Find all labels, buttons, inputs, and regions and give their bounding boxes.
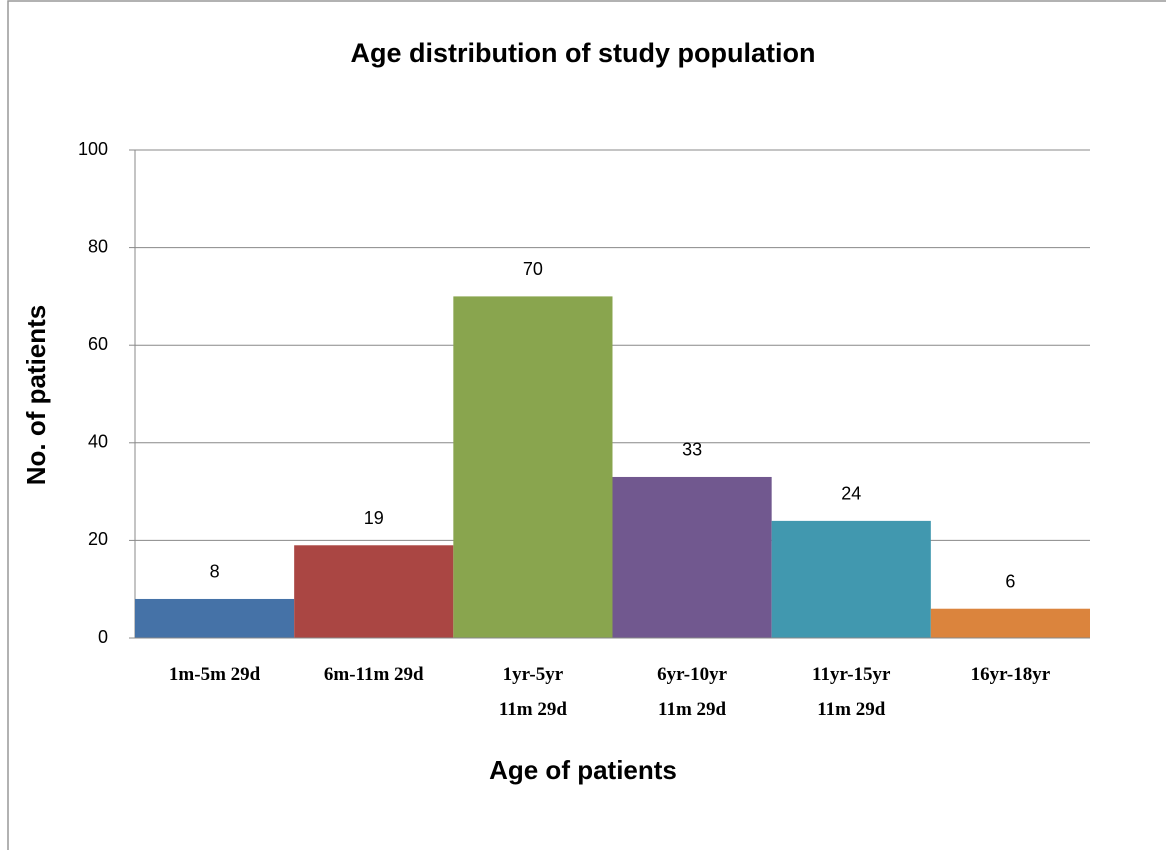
x-tick-label: 6m-11m 29d [324,664,424,685]
value-label: 19 [364,508,384,528]
bar [453,296,613,638]
x-tick-label-line: 1yr-5yr [503,664,564,685]
x-tick-label-line: 11m 29d [658,699,727,720]
x-tick-label-line: 11yr-15yr [812,664,891,685]
y-tick-label: 80 [88,236,108,256]
bar [930,608,1090,638]
x-tick-label: 1yr-5yr 11m 29d [499,664,568,720]
value-label: 6 [1005,571,1015,591]
chart-title: Age distribution of study population [351,38,816,68]
bar [135,598,295,638]
value-label: 70 [523,259,543,279]
y-axis-label: No. of patients [21,305,51,486]
x-tick-label-line: 16yr-18yr [971,664,1051,685]
chart-frame [7,0,1166,850]
value-label: 33 [682,440,702,460]
bar [612,476,772,638]
y-tick-label: 40 [88,432,108,452]
bar [771,520,931,638]
x-tick-label-line: 11m 29d [817,699,886,720]
x-tick-label: 1m-5m 29d [169,664,261,685]
x-tick-label-line: 6m-11m 29d [324,664,424,685]
x-tick-label: 11yr-15yr 11m 29d [812,664,891,720]
y-tick-label: 60 [88,334,108,354]
value-label: 24 [841,484,861,504]
x-tick-label-line: 11m 29d [499,699,568,720]
x-axis-label: Age of patients [489,755,677,785]
y-tick-label: 20 [88,529,108,549]
bar [294,545,454,638]
x-tick-label-line: 1m-5m 29d [169,664,261,685]
x-tick-label-line: 6yr-10yr [657,664,728,685]
x-tick-label: 6yr-10yr 11m 29d [657,664,728,720]
y-tick-label: 100 [78,139,108,159]
x-tick-label: 16yr-18yr [971,664,1051,685]
value-label: 8 [210,562,220,582]
y-tick-label: 0 [98,627,108,647]
